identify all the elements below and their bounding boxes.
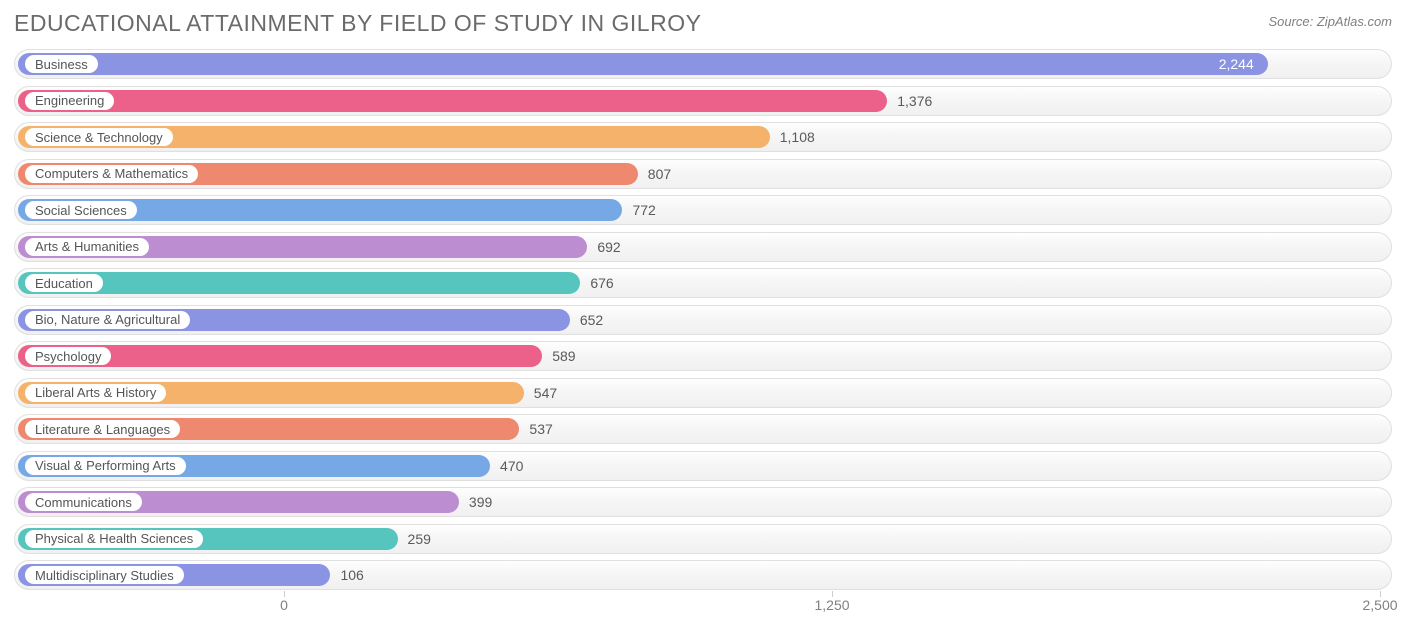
bar-row: Engineering 1,376 bbox=[14, 86, 1392, 116]
bar-label-pill: Science & Technology bbox=[25, 128, 173, 146]
bar-label-pill: Communications bbox=[25, 493, 142, 511]
bar-value: 772 bbox=[622, 195, 655, 225]
bar-row: Education 676 bbox=[14, 268, 1392, 298]
bar-row: Psychology 589 bbox=[14, 341, 1392, 371]
bar-chart: Business2,244 Engineering 1,376 Science & T… bbox=[14, 49, 1392, 627]
bar-label-pill: Social Sciences bbox=[25, 201, 137, 219]
x-axis: 01,2502,500 bbox=[14, 597, 1392, 627]
bar-label-pill: Bio, Nature & Agricultural bbox=[25, 311, 190, 329]
bar-row: Bio, Nature & Agricultural 652 bbox=[14, 305, 1392, 335]
bar-row: Business2,244 bbox=[14, 49, 1392, 79]
bar-label-pill: Education bbox=[25, 274, 103, 292]
bar-label-pill: Engineering bbox=[25, 92, 114, 110]
bar-label-pill: Computers & Mathematics bbox=[25, 165, 198, 183]
chart-title: EDUCATIONAL ATTAINMENT BY FIELD OF STUDY… bbox=[14, 10, 701, 37]
bar-label-pill: Liberal Arts & History bbox=[25, 384, 166, 402]
bar-label-pill: Physical & Health Sciences bbox=[25, 530, 203, 548]
bar-value: 1,376 bbox=[887, 86, 932, 116]
bar-label-pill: Psychology bbox=[25, 347, 111, 365]
bar-value: 652 bbox=[570, 305, 603, 335]
bar-row: Communications 399 bbox=[14, 487, 1392, 517]
bar-value: 2,244 bbox=[18, 49, 1268, 79]
chart-header: EDUCATIONAL ATTAINMENT BY FIELD OF STUDY… bbox=[14, 10, 1392, 37]
bar-label-pill: Visual & Performing Arts bbox=[25, 457, 186, 475]
tick-label: 1,250 bbox=[814, 597, 849, 613]
bar-row: Literature & Languages 537 bbox=[14, 414, 1392, 444]
bar-row: Social Sciences 772 bbox=[14, 195, 1392, 225]
bar-label-pill: Multidisciplinary Studies bbox=[25, 566, 184, 584]
bar-fill bbox=[18, 90, 887, 112]
bar-value: 676 bbox=[580, 268, 613, 298]
bar-value: 547 bbox=[524, 378, 557, 408]
bar-value: 807 bbox=[638, 159, 671, 189]
bar-value: 589 bbox=[542, 341, 575, 371]
chart-source: Source: ZipAtlas.com bbox=[1268, 14, 1392, 29]
bar-value: 259 bbox=[398, 524, 431, 554]
bar-row: Computers & Mathematics 807 bbox=[14, 159, 1392, 189]
bar-row: Visual & Performing Arts 470 bbox=[14, 451, 1392, 481]
bar-row: Arts & Humanities 692 bbox=[14, 232, 1392, 262]
bar-label-pill: Literature & Languages bbox=[25, 420, 180, 438]
bar-value: 399 bbox=[459, 487, 492, 517]
tick-label: 2,500 bbox=[1362, 597, 1397, 613]
bar-label-pill: Arts & Humanities bbox=[25, 238, 149, 256]
bar-value: 106 bbox=[330, 560, 363, 590]
bar-row: Liberal Arts & History 547 bbox=[14, 378, 1392, 408]
bar-value: 470 bbox=[490, 451, 523, 481]
bar-row: Science & Technology 1,108 bbox=[14, 122, 1392, 152]
bar-row: Multidisciplinary Studies 106 bbox=[14, 560, 1392, 590]
bar-value: 692 bbox=[587, 232, 620, 262]
bar-row: Physical & Health Sciences 259 bbox=[14, 524, 1392, 554]
bar-value: 1,108 bbox=[770, 122, 815, 152]
tick-label: 0 bbox=[280, 597, 288, 613]
bar-value: 537 bbox=[519, 414, 552, 444]
